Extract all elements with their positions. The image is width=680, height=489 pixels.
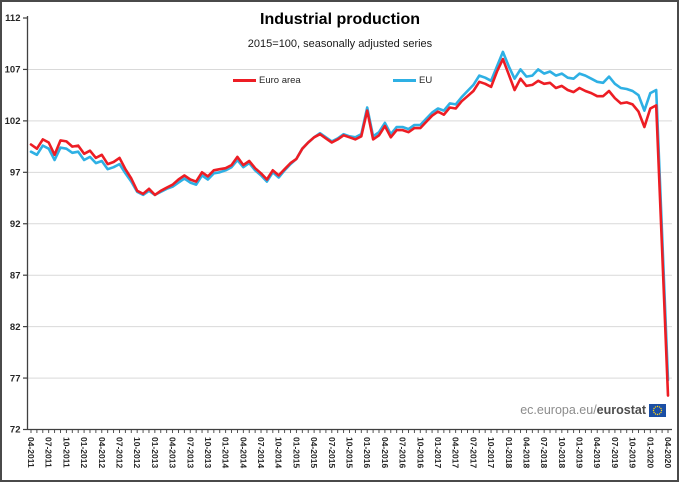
x-tick-label: 04-2015 bbox=[309, 437, 319, 468]
x-tick-label: 01-2020 bbox=[645, 437, 655, 468]
x-tick-label: 10-2014 bbox=[274, 437, 284, 468]
y-tick-label: 102 bbox=[5, 116, 21, 127]
x-tick-label: 10-2019 bbox=[628, 437, 638, 468]
chart-title: Industrial production bbox=[260, 11, 420, 28]
x-tick-label: 10-2018 bbox=[557, 437, 567, 468]
x-tick-label: 04-2012 bbox=[97, 437, 107, 468]
x-tick-label: 07-2018 bbox=[539, 437, 549, 468]
x-tick-label: 04-2014 bbox=[238, 437, 248, 468]
x-tick-label: 04-2017 bbox=[451, 437, 461, 468]
x-tick-label: 01-2012 bbox=[79, 437, 89, 468]
x-tick-label: 04-2013 bbox=[168, 437, 178, 468]
x-tick-label: 01-2016 bbox=[362, 437, 372, 468]
watermark: ec.europa.eu/eurostat bbox=[520, 403, 666, 417]
series-line-euro-area bbox=[29, 57, 670, 397]
y-tick-label: 87 bbox=[10, 270, 21, 281]
x-tick-label: 04-2016 bbox=[380, 437, 390, 468]
x-tick-label: 01-2013 bbox=[150, 437, 160, 468]
watermark-prefix: ec.europa.eu/ bbox=[520, 403, 597, 417]
x-tick-label: 10-2013 bbox=[203, 437, 213, 468]
y-tick-label: 72 bbox=[10, 425, 21, 436]
x-tick-label: 10-2011 bbox=[61, 437, 71, 468]
y-tick-label: 82 bbox=[10, 322, 21, 333]
x-tick-label: 07-2019 bbox=[610, 437, 620, 468]
x-tick-label: 01-2018 bbox=[504, 437, 514, 468]
x-tick-label: 07-2012 bbox=[114, 437, 124, 468]
watermark-brand: eurostat bbox=[596, 403, 646, 417]
x-tick-label: 01-2014 bbox=[221, 437, 231, 468]
y-tick-label: 112 bbox=[5, 13, 20, 24]
legend-item-eu: EU bbox=[393, 74, 433, 86]
y-tick-label: 92 bbox=[10, 219, 21, 230]
x-tick-label: 10-2012 bbox=[132, 437, 142, 468]
x-tick-label: 10-2017 bbox=[486, 437, 496, 468]
x-tick-label: 01-2019 bbox=[575, 437, 585, 468]
y-tick-label: 97 bbox=[10, 168, 21, 179]
x-tick-label: 07-2017 bbox=[468, 437, 478, 468]
legend-label-eu: EU bbox=[419, 74, 433, 86]
legend-swatch-euro-area bbox=[233, 78, 256, 82]
x-tick-label: 01-2017 bbox=[433, 437, 443, 468]
x-tick-label: 04-2018 bbox=[521, 437, 531, 468]
x-tick-label: 04-2020 bbox=[663, 437, 673, 468]
x-tick-label: 10-2015 bbox=[345, 437, 355, 468]
x-tick-label: 10-2016 bbox=[415, 437, 425, 468]
x-tick-label: 04-2019 bbox=[592, 437, 602, 468]
x-tick-label: 07-2013 bbox=[185, 437, 195, 468]
x-tick-label: 01-2015 bbox=[291, 437, 301, 468]
x-tick-label: 07-2014 bbox=[256, 437, 266, 468]
x-tick-label: 07-2011 bbox=[44, 437, 54, 468]
chart-subtitle: 2015=100, seasonally adjusted series bbox=[247, 38, 433, 50]
legend-swatch-eu bbox=[393, 78, 416, 82]
legend-label-euro-area: Euro area bbox=[259, 74, 301, 86]
x-tick-label: 04-2011 bbox=[26, 437, 36, 468]
eu-flag-icon bbox=[649, 403, 666, 417]
y-tick-label: 77 bbox=[10, 373, 21, 384]
series-line-eu bbox=[29, 50, 670, 382]
y-tick-label: 107 bbox=[5, 65, 21, 76]
x-tick-label: 07-2016 bbox=[398, 437, 408, 468]
legend-item-euro-area: Euro area bbox=[233, 74, 301, 86]
x-tick-label: 07-2015 bbox=[327, 437, 337, 468]
